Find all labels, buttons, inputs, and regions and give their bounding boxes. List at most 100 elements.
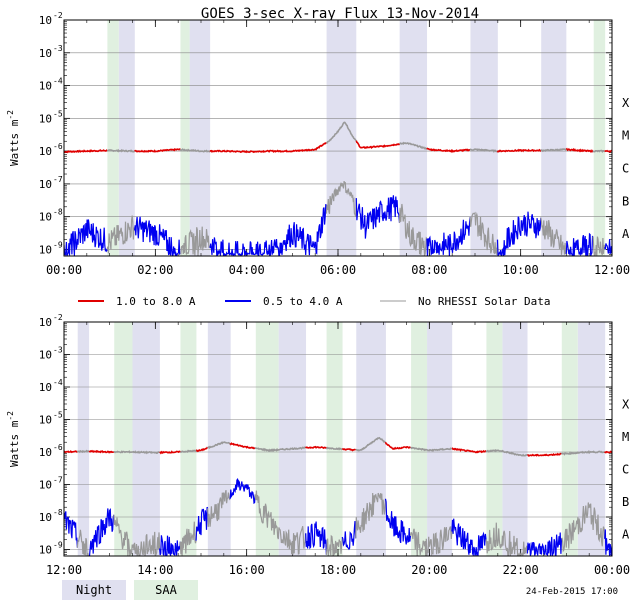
series-line-short [254,490,307,555]
series-line-short [384,498,412,545]
night-band [470,20,498,256]
y-tick-exponent: -4 [53,77,63,86]
flare-class-label-a: A [622,527,630,541]
series-line-short [355,195,401,239]
flare-class-label-c: C [622,462,629,476]
band-label-saa: SAA [155,583,177,597]
night-band [278,322,307,556]
footer-date: 24-Feb-2015 17:00 [526,587,618,597]
y-tick-label: 10 [39,381,52,394]
series-line-short [409,526,453,556]
series-line-long [325,121,357,144]
series-line-long [604,450,612,454]
series-line-long [399,141,428,150]
series-line-short [604,239,612,255]
series-line-short [134,216,181,256]
saa-band [411,322,428,556]
flare-class-label-b: B [622,194,629,208]
x-tick-label: 00:00 [46,263,82,277]
y-tick-exponent: -5 [53,109,63,118]
series-line-short [355,492,387,539]
saa-band [180,20,190,256]
x-tick-label: 14:00 [137,563,173,577]
y-tick-label: 10 [39,446,52,459]
y-tick-exponent: -2 [53,11,63,20]
series-line-long [540,148,567,153]
panel-bottom: 10-210-310-410-510-610-710-810 -9XMCBAWat… [6,313,630,577]
y-tick-label: 10 [39,479,52,492]
series-line-long [113,450,161,455]
series-line-short [159,535,181,556]
plot-frame [63,321,613,557]
y-tick-label: 10 [39,14,52,27]
series-line-long [426,147,471,154]
series-line-short [180,226,211,256]
series-line-long [254,446,307,453]
series-line-short [561,502,606,553]
panel-top: 10-210-310-410-510-610-710-810 -9XMCBAWat… [6,11,630,277]
series-line-short [179,521,197,556]
series-line-long [179,148,211,153]
y-tick-label: 10 [39,511,52,524]
x-tick-label: 18:00 [320,563,356,577]
saa-band [255,322,279,556]
series-line-short [325,534,343,556]
y-tick-exponent: -4 [53,378,63,387]
y-tick-exponent: -7 [53,476,63,485]
series-line-long [355,436,386,452]
legend-label: 0.5 to 4.0 A [263,295,343,308]
saa-band [114,322,133,556]
series-line-long [134,148,181,153]
x-tick-label: 02:00 [137,263,173,277]
night-band [207,322,231,556]
night-band [118,20,135,256]
series-line-long [410,446,453,453]
series-line-short [113,514,161,556]
flare-class-label-m: M [622,430,629,444]
series-line-long [325,446,343,451]
y-axis-label: Watts m-2 [6,411,21,467]
y-tick-label: 10 [39,145,52,158]
series-line-long [355,140,401,149]
y-tick-exponent: -3 [53,44,63,53]
chart-title: GOES 3-sec X-ray Flux 13-Nov-2014 [201,6,479,22]
series-line-long [207,441,231,450]
x-tick-label: 08:00 [411,263,447,277]
flare-class-label-m: M [622,129,629,143]
saa-band [326,322,343,556]
series-line-long [527,452,562,457]
saa-band [593,20,606,256]
series-line-short [341,521,357,551]
night-band [502,322,528,556]
series-line-long [341,447,357,452]
series-line-short [451,518,487,556]
y-tick-exponent: -5 [53,411,63,420]
series-line-long [209,141,328,154]
series-line-long [565,147,594,153]
band-legend: Night SAA [62,580,198,600]
series-line-long [229,442,256,450]
y-axis-label: Watts m-2 [6,110,21,166]
y-tick-label: 10 [39,178,52,191]
series-line-long [592,149,605,153]
y-tick-label: 10 [39,544,52,557]
night-band [189,20,211,256]
series-line-long [485,449,528,457]
legend-label: 1.0 to 8.0 A [116,295,196,308]
y-tick-label: 10 [39,414,52,427]
series-line-short [76,529,90,556]
y-tick-label: 10 [39,112,52,125]
series-line-long [76,449,90,454]
series-line-short [604,529,612,556]
x-tick-label: 00:00 [594,563,630,577]
x-tick-label: 16:00 [229,563,265,577]
y-tick-exponent: -8 [53,208,63,217]
saa-band [180,322,197,556]
y-tick-exponent: -7 [53,175,63,184]
series-line-short [106,215,136,254]
saa-band [561,322,578,556]
series-line-short [64,511,78,548]
series-line-long [384,441,412,450]
x-tick-label: 22:00 [503,563,539,577]
